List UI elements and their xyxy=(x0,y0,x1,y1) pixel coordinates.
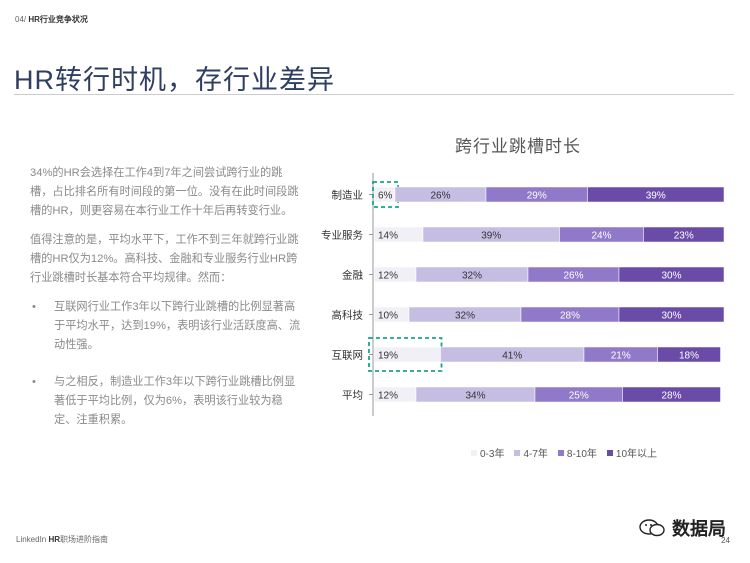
watermark: 数据局 xyxy=(638,515,726,541)
data-label: 30% xyxy=(661,311,681,322)
legend-label: 10年以上 xyxy=(615,449,658,460)
legend-swatch xyxy=(471,449,477,456)
section-name: HR行业竞争状况 xyxy=(28,15,88,24)
data-label: 25% xyxy=(569,391,589,402)
bar-segment xyxy=(618,266,725,283)
bullet-text: 互联网行业工作3年以下跨行业跳槽的比例显著高于平均水平，达到19%，表明该行业活… xyxy=(54,301,301,351)
data-label: 18% xyxy=(679,351,699,362)
watermark-text: 数据局 xyxy=(672,519,726,539)
data-label: 21% xyxy=(611,351,631,362)
data-label: 6% xyxy=(378,191,393,202)
paragraph-1: 34%的HR会选择在工作4到7年之间尝试跨行业的跳槽，占比排名所有时间段的第一位… xyxy=(30,167,299,217)
data-label: 19% xyxy=(378,351,398,362)
data-label: 34% xyxy=(465,391,485,402)
wechat-logo-icon xyxy=(639,519,665,537)
data-label: 39% xyxy=(646,191,666,202)
bullet-icon: • xyxy=(32,301,36,313)
legend-item: 0-3年 xyxy=(471,445,504,460)
chart-plot: 制造业 6% 26% 29% 39% 专业服务 14% 39% 24% 23% 金融 12% 32% 26… xyxy=(321,173,725,416)
category-label: 互联网 xyxy=(332,350,364,362)
legend-label: 8-10年 xyxy=(566,449,597,460)
bullet-item-manufacturing: • 与之相反，制造业工作3年以下跨行业跳槽比例显著低于平均比例，仅为6%，表明该… xyxy=(30,373,302,430)
data-label: 10% xyxy=(378,311,398,322)
bar-segment xyxy=(618,306,725,323)
data-label: 41% xyxy=(502,351,522,362)
highlight-box xyxy=(368,337,443,372)
body-text: 34%的HR会选择在工作4到7年之间尝试跨行业的跳槽，占比排名所有时间段的第一位… xyxy=(30,164,302,448)
data-label: 12% xyxy=(378,391,398,402)
chart-title: 跨行业跳槽时长 xyxy=(455,137,581,156)
section-number: 04/ xyxy=(15,15,27,24)
data-label: 32% xyxy=(455,311,475,322)
category-label: 制造业 xyxy=(332,189,364,202)
bullet-list: • 互联网行业工作3年以下跨行业跳槽的比例显著高于平均水平，达到19%，表明该行… xyxy=(30,298,302,430)
data-label: 32% xyxy=(462,271,482,282)
legend-item: 8-10年 xyxy=(557,445,597,460)
legend-item: 4-7年 xyxy=(514,445,548,460)
legend-label: 4-7年 xyxy=(523,449,548,460)
data-label: 26% xyxy=(563,271,583,282)
title-divider xyxy=(14,94,734,95)
data-label: 23% xyxy=(674,231,694,242)
category-label: 金融 xyxy=(342,269,363,282)
data-label: 30% xyxy=(661,271,681,282)
page-title: HR转行时机，存行业差异 xyxy=(14,65,335,95)
footer-doc-title: 职场进阶指南 xyxy=(60,535,109,544)
legend-swatch xyxy=(606,449,613,456)
category-label: 专业服务 xyxy=(321,229,363,242)
paragraph-2: 值得注意的是，平均水平下，工作不到三年就跨行业跳槽的HR仅为12%。高科技、金融… xyxy=(30,234,299,284)
data-label: 29% xyxy=(527,191,547,202)
legend-label: 0-3年 xyxy=(480,449,505,460)
data-label: 39% xyxy=(481,231,501,242)
data-label: 26% xyxy=(430,191,450,202)
data-label: 24% xyxy=(591,231,611,242)
section-label: 04/ HR行业竞争状况 xyxy=(15,14,88,25)
page-number: 24 xyxy=(721,536,730,545)
bullet-text: 与之相反，制造业工作3年以下跨行业跳槽比例显著低于平均比例，仅为6%，表明该行业… xyxy=(54,376,296,426)
bar-segment xyxy=(622,386,721,403)
data-label: 12% xyxy=(378,271,398,282)
bullet-icon: • xyxy=(32,376,36,388)
chart-legend: 0-3年 4-7年 8-10年 10年以上 xyxy=(471,445,657,460)
legend-swatch xyxy=(557,449,564,456)
category-label: 平均 xyxy=(342,390,363,402)
category-label: 高科技 xyxy=(332,309,364,322)
bar-segment xyxy=(643,226,725,243)
footer-brand-name: LinkedIn xyxy=(16,535,47,544)
legend-item: 10年以上 xyxy=(606,445,658,460)
data-label: 28% xyxy=(560,311,580,322)
chart: 跨行业跳槽时长 制造业 6% 26% 29% 39% 专业服务 14% 39% 24% 23% 金融… xyxy=(315,122,735,467)
footer-doc-prefix: HR xyxy=(48,535,61,544)
bullet-item-internet: • 互联网行业工作3年以下跨行业跳槽的比例显著高于平均水平，达到19%，表明该行… xyxy=(30,298,302,355)
footer-brand: LinkedIn HR职场进阶指南 xyxy=(16,534,108,545)
data-label: 28% xyxy=(661,391,681,402)
data-label: 14% xyxy=(378,231,398,242)
bar-segment xyxy=(657,346,721,363)
bar-segment xyxy=(587,186,725,203)
legend-swatch xyxy=(514,449,521,456)
